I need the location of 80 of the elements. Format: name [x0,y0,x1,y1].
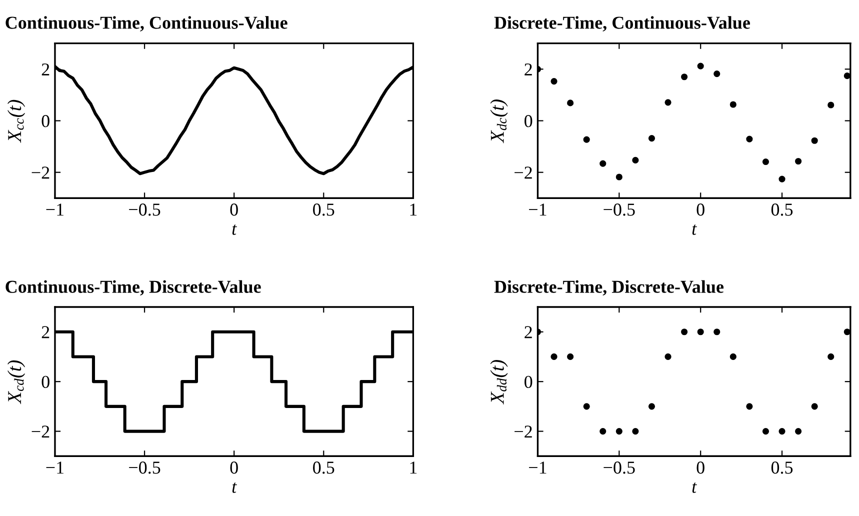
point [632,428,639,435]
point [583,403,590,410]
chart-title: Discrete-Time, Discrete-Value [494,280,724,296]
y-tick-label: 0 [42,115,50,128]
x-axis-title: t [232,224,237,235]
point [567,100,574,106]
x-tick-label: 0.5 [771,462,793,474]
x-tick-label: 0 [696,204,704,216]
point [664,353,672,360]
x-tick-label: −0.5 [604,462,635,474]
chart-title: Continuous-Time, Continuous-Value [6,16,288,32]
x-tick-label: 0.5 [313,462,334,474]
point [632,156,639,164]
point [778,428,786,435]
y-tick-label: 0 [524,115,532,128]
point [697,62,704,70]
y-axis-title: X$_{cd}$(t) [7,360,26,404]
y-tick-label: 2 [524,326,532,338]
point [795,428,802,435]
point [762,428,770,435]
point [795,158,802,165]
y-tick-label: 2 [524,63,532,76]
point [697,328,704,336]
chart-title: Discrete-Time, Continuous-Value [494,16,750,32]
x-tick-label: −1 [529,204,546,216]
x-tick-label: 0 [230,462,238,474]
point [550,78,558,85]
point [648,134,656,142]
point [714,328,720,336]
x-tick-label: −1 [46,462,64,474]
y-axis-title: X$_{cc}$(t) [7,100,26,143]
y-tick-label: −2 [32,166,50,179]
point [828,353,834,360]
point [681,74,688,80]
point [844,72,850,80]
x-tick-label: 0 [230,204,238,216]
point [550,353,558,360]
x-tick-label: −0.5 [604,204,635,216]
y-tick-label: 0 [42,376,50,388]
point [583,136,590,143]
y-tick-label: −2 [32,426,50,438]
x-tick-label: −1 [46,204,64,216]
y-tick-label: 0 [524,376,532,388]
point [567,353,574,360]
point [730,101,736,108]
point [616,428,622,435]
point [811,403,818,410]
x-tick-label: 1 [410,204,417,216]
point [762,158,770,166]
y-axis-title: X$_{dc}$(t) [490,100,508,144]
y-tick-label: −2 [514,426,532,438]
x-tick-label: −1 [529,462,546,474]
x-axis-title: t [692,224,697,235]
x-tick-label: −0.5 [129,204,160,216]
x-tick-label: 0.5 [313,204,334,216]
x-tick-label: −0.5 [129,462,160,474]
point [730,353,736,360]
point [600,428,606,435]
point [714,70,720,78]
point [778,176,786,182]
x-axis-title: t [232,482,237,493]
point [844,328,850,336]
point [600,160,606,167]
y-tick-label: 2 [42,63,50,76]
x-tick-label: 0.5 [771,204,793,216]
point [746,136,753,142]
point [828,102,834,108]
point [664,99,672,106]
point [681,328,688,336]
point [616,174,622,180]
y-tick-label: 2 [42,326,50,338]
x-axis-title: t [692,482,697,493]
point [648,403,656,410]
chart-title: Continuous-Time, Discrete-Value [6,280,261,296]
point [746,403,753,410]
point [811,137,818,144]
y-axis-title: X$_{dd}$(t) [490,360,508,404]
y-tick-label: −2 [514,166,532,179]
x-tick-label: 0 [696,462,704,474]
x-tick-label: 1 [410,462,417,474]
